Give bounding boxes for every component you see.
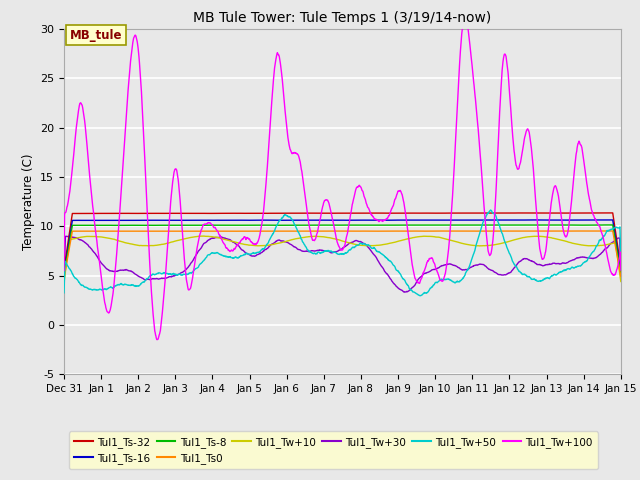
Y-axis label: Temperature (C): Temperature (C) bbox=[22, 153, 35, 250]
Title: MB Tule Tower: Tule Temps 1 (3/19/14-now): MB Tule Tower: Tule Temps 1 (3/19/14-now… bbox=[193, 11, 492, 25]
Text: MB_tule: MB_tule bbox=[70, 29, 122, 42]
Legend: Tul1_Ts-32, Tul1_Ts-16, Tul1_Ts-8, Tul1_Ts0, Tul1_Tw+10, Tul1_Tw+30, Tul1_Tw+50,: Tul1_Ts-32, Tul1_Ts-16, Tul1_Ts-8, Tul1_… bbox=[69, 432, 598, 469]
